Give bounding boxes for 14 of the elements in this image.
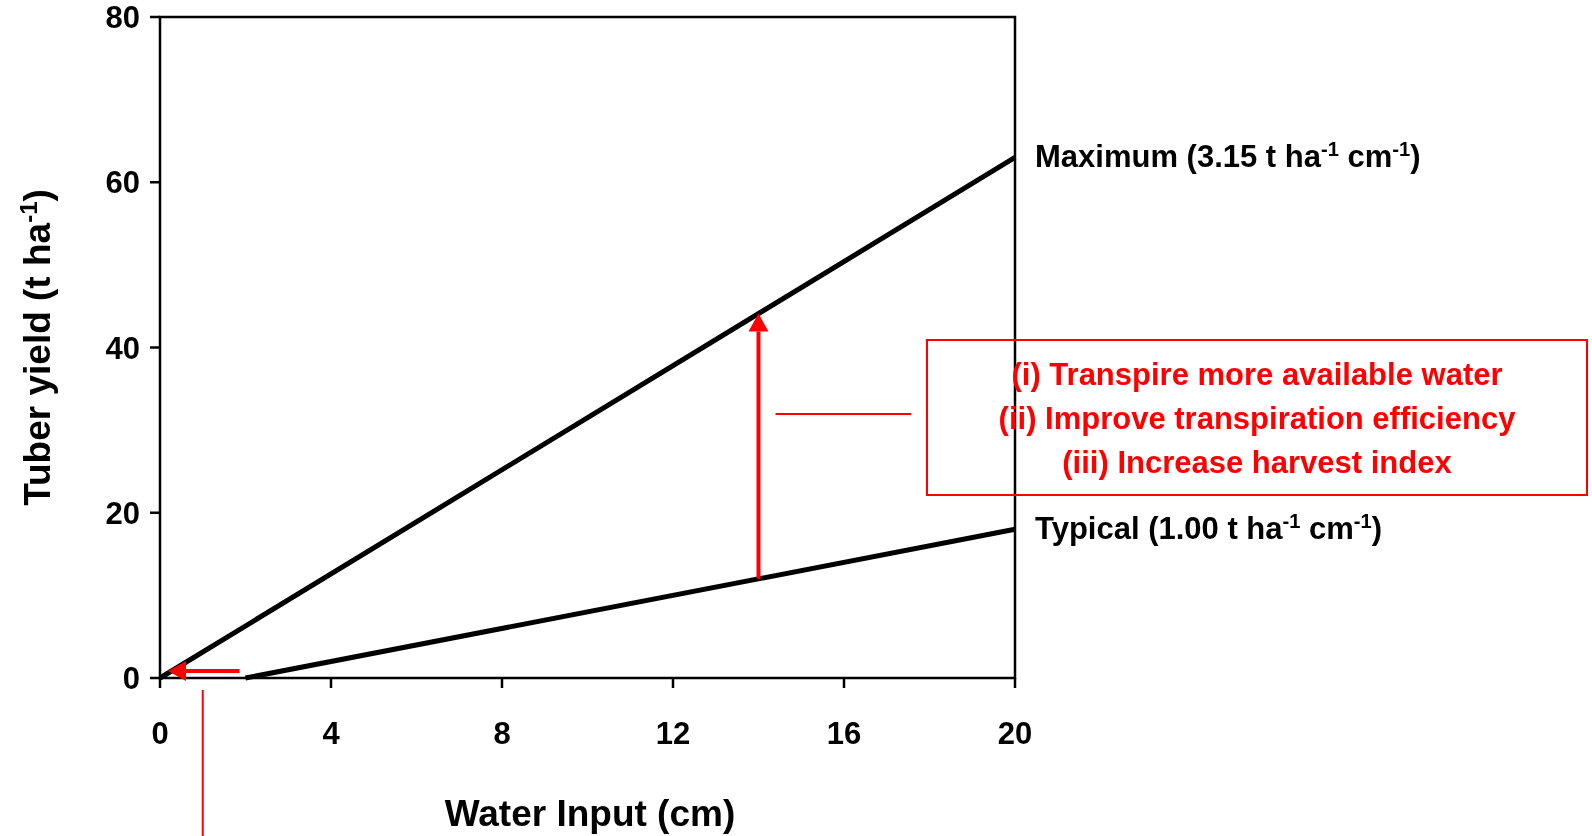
- series-label: Maximum (3.15 t ha$^{-1}$ cm$^{-1}$): [1035, 138, 1421, 175]
- y-tick-label: 20: [105, 495, 140, 531]
- y-tick-label: 40: [105, 330, 140, 366]
- y-tick-label: 80: [105, 0, 140, 35]
- x-tick-label: 20: [997, 716, 1033, 751]
- x-tick-label: 4: [322, 716, 341, 751]
- x-tick-label: 8: [493, 716, 511, 751]
- x-tick-label: 16: [826, 716, 862, 751]
- series-label: Typical (1.00 t ha$^{-1}$ cm$^{-1}$): [1035, 510, 1383, 547]
- y-tick-label: 60: [105, 165, 140, 201]
- x-tick-label: 0: [151, 716, 169, 751]
- y-tick-label: 0: [122, 661, 140, 696]
- x-axis-title: Water Input (cm): [444, 793, 736, 834]
- x-tick-label: 12: [655, 716, 691, 751]
